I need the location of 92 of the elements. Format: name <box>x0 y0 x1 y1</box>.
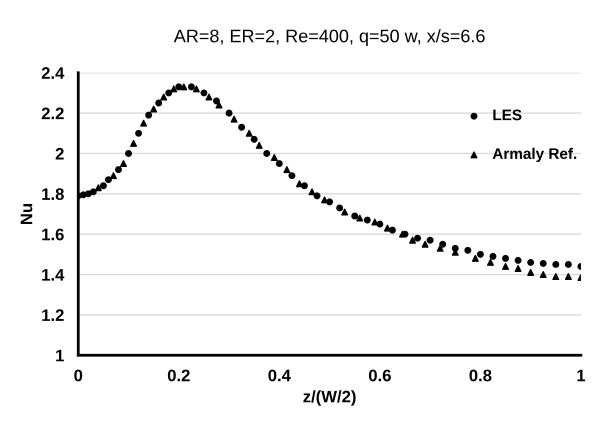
point <box>436 244 444 252</box>
x-tick-label: 0.4 <box>268 370 291 382</box>
point <box>409 236 416 244</box>
point <box>94 184 102 192</box>
point <box>422 240 429 248</box>
x-tick-label: 0 <box>74 370 82 382</box>
point <box>130 140 138 147</box>
chart-title: AR=8, ER=2, Re=400, q=50 w, x/s=6.6 <box>174 29 485 46</box>
y-axis-title: Nu <box>20 204 32 224</box>
point <box>308 188 316 196</box>
point <box>170 85 178 92</box>
point <box>213 98 220 104</box>
y-tick-label: 2.2 <box>42 108 64 120</box>
x-tick-label: 0.6 <box>368 370 391 382</box>
point <box>104 176 112 184</box>
point <box>100 182 107 190</box>
point <box>486 258 494 266</box>
point <box>502 262 509 270</box>
point <box>489 252 496 260</box>
point <box>540 271 547 278</box>
point <box>276 160 283 168</box>
point <box>356 214 364 222</box>
point <box>140 120 148 127</box>
point <box>145 112 152 119</box>
point <box>564 260 572 268</box>
x-tick-label: 0.2 <box>168 370 190 382</box>
point <box>288 172 296 180</box>
point <box>188 83 195 90</box>
point <box>270 154 278 161</box>
point <box>135 130 142 137</box>
point <box>540 260 547 267</box>
point <box>192 85 200 92</box>
y-tick-label: 1.6 <box>42 228 64 240</box>
point <box>514 256 522 264</box>
point <box>165 89 172 96</box>
point <box>388 226 396 234</box>
point <box>552 260 560 268</box>
point <box>115 166 122 174</box>
point <box>399 230 406 238</box>
point <box>314 192 320 200</box>
point <box>296 180 303 188</box>
point <box>90 188 97 196</box>
point <box>226 110 233 117</box>
point <box>250 136 258 143</box>
x-tick-label: 0.8 <box>469 370 492 382</box>
point <box>200 89 208 96</box>
y-tick-label: 2 <box>56 148 64 160</box>
point <box>283 166 290 174</box>
y-tick-label: 1.4 <box>42 269 64 281</box>
point <box>150 106 158 113</box>
point <box>263 150 270 157</box>
point <box>84 190 92 198</box>
point <box>414 234 422 242</box>
point <box>120 160 127 168</box>
point <box>238 124 246 131</box>
point <box>155 100 162 106</box>
legend-label: Armaly Ref. <box>492 148 576 162</box>
point <box>527 258 534 266</box>
point <box>341 208 348 216</box>
point <box>552 273 560 280</box>
y-tick-label: 1 <box>56 350 64 362</box>
legend-label: LES <box>493 110 522 120</box>
point <box>175 83 182 90</box>
point <box>180 83 188 90</box>
point <box>472 254 479 262</box>
point <box>351 212 358 220</box>
point <box>514 265 522 272</box>
point <box>256 142 263 149</box>
point <box>230 116 238 123</box>
point <box>110 172 117 180</box>
x-tick-label: 1 <box>577 370 586 382</box>
point <box>384 224 391 232</box>
point <box>125 150 132 157</box>
point <box>364 216 371 224</box>
x-axis-title: z/(W/2) <box>303 390 356 406</box>
point <box>376 220 384 228</box>
point <box>527 269 534 276</box>
point <box>564 273 572 280</box>
y-tick-label: 1.2 <box>42 309 64 321</box>
point <box>336 204 344 212</box>
point <box>216 102 222 109</box>
point <box>246 130 253 137</box>
point <box>439 240 446 248</box>
point <box>464 246 472 254</box>
point <box>160 94 168 100</box>
y-tick-label: 1.8 <box>42 188 64 200</box>
point <box>205 94 212 100</box>
y-tick-label: 2.4 <box>42 67 64 79</box>
point <box>326 198 334 206</box>
point <box>426 236 434 244</box>
point <box>476 250 484 258</box>
point <box>502 254 509 262</box>
